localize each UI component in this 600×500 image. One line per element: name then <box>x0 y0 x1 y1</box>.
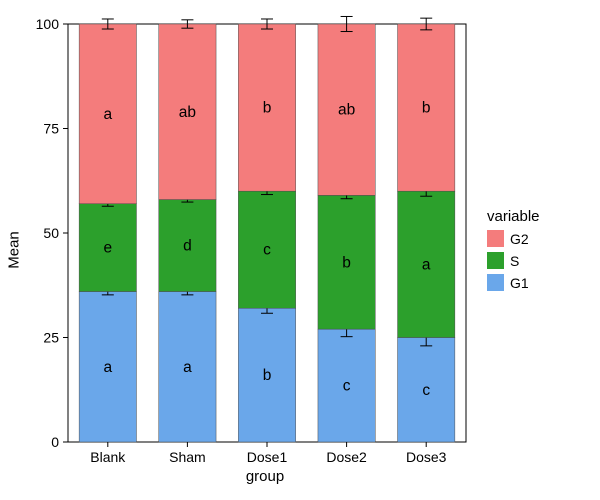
legend-item-s: S <box>487 252 519 269</box>
legend-label: S <box>510 253 519 269</box>
y-axis-title: Mean <box>6 231 23 269</box>
x-tick-label: Dose1 <box>247 449 288 465</box>
significance-label: b <box>263 100 272 117</box>
chart-container: 0255075100aeaBlankadabShambcbDose1cbabDo… <box>0 0 600 500</box>
stacked-bar-chart: 0255075100aeaBlankadabShambcbDose1cbabDo… <box>0 0 600 500</box>
significance-label: b <box>422 100 431 117</box>
significance-label: c <box>343 378 351 395</box>
y-tick-label: 100 <box>36 16 60 32</box>
significance-label: e <box>103 240 112 257</box>
significance-label: a <box>422 256 431 273</box>
significance-label: a <box>183 359 192 376</box>
significance-label: c <box>422 382 430 399</box>
x-axis-title: group <box>246 468 284 485</box>
x-tick-label: Sham <box>169 449 206 465</box>
y-tick-label: 0 <box>51 434 59 450</box>
significance-label: b <box>342 254 351 271</box>
x-tick-label: Dose2 <box>326 449 367 465</box>
x-tick-label: Blank <box>90 449 126 465</box>
significance-label: ab <box>338 102 355 119</box>
legend-title: variable <box>487 208 540 225</box>
significance-label: c <box>263 242 271 259</box>
significance-label: a <box>103 106 112 123</box>
legend-swatch <box>487 252 504 269</box>
legend-swatch <box>487 274 504 291</box>
significance-label: d <box>183 238 192 255</box>
legend-item-g2: G2 <box>487 230 529 247</box>
significance-label: a <box>103 359 112 376</box>
y-tick-label: 25 <box>43 330 59 346</box>
significance-label: b <box>263 367 272 384</box>
y-tick-label: 75 <box>43 121 59 137</box>
legend-label: G1 <box>510 275 529 291</box>
legend-swatch <box>487 230 504 247</box>
legend-label: G2 <box>510 231 529 247</box>
x-tick-label: Dose3 <box>406 449 447 465</box>
significance-label: ab <box>179 104 196 121</box>
legend-item-g1: G1 <box>487 274 529 291</box>
y-tick-label: 50 <box>43 225 59 241</box>
